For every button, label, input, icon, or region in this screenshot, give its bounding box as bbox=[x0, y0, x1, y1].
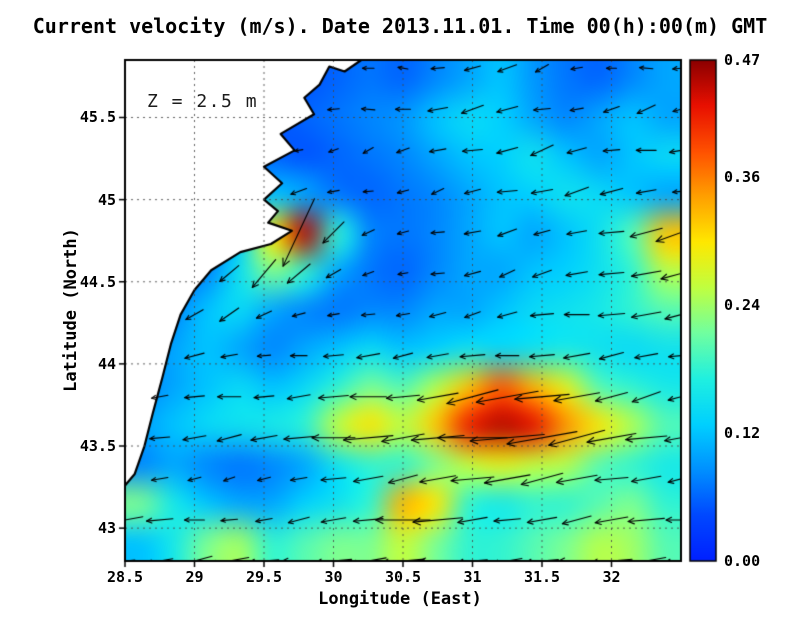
x-tick-label: 31 bbox=[463, 568, 482, 586]
x-tick-label: 30 bbox=[324, 568, 343, 586]
chart-title: Current velocity (m/s). Date 2013.11.01.… bbox=[32, 14, 768, 38]
colorbar-tick-label: 0.00 bbox=[724, 552, 761, 570]
colorbar-tick-label: 0.12 bbox=[724, 424, 761, 443]
colorbar-tick-label: 0.24 bbox=[724, 296, 761, 315]
y-tick-label: 45 bbox=[97, 190, 116, 209]
y-tick-label: 45.5 bbox=[79, 108, 116, 127]
x-tick-label: 29 bbox=[185, 568, 204, 586]
x-tick-label: 30.5 bbox=[384, 568, 422, 586]
y-tick-label: 44.5 bbox=[79, 272, 116, 291]
x-tick-label: 28.5 bbox=[106, 568, 144, 586]
x-axis-label: Longitude (East) bbox=[318, 589, 482, 609]
y-tick-label: 43 bbox=[97, 519, 116, 538]
y-tick-label: 44 bbox=[97, 354, 116, 373]
y-tick-label: 43.5 bbox=[79, 437, 116, 456]
colorbar-tick-label: 0.36 bbox=[724, 168, 761, 187]
x-tick-label: 29.5 bbox=[245, 568, 283, 586]
x-tick-label: 32 bbox=[602, 568, 621, 586]
depth-annotation: Z = 2.5 m bbox=[147, 91, 259, 112]
colorbar-tick-label: 0.47 bbox=[724, 51, 761, 69]
x-tick-label: 31.5 bbox=[523, 568, 561, 586]
